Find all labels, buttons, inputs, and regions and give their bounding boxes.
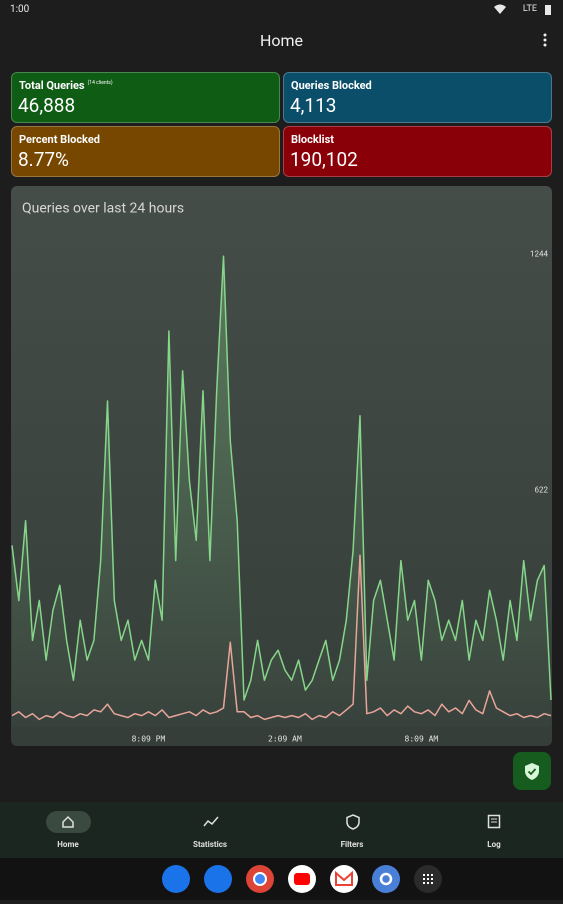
- card-label: Blocklist: [291, 133, 334, 146]
- status-network: LTE: [522, 4, 537, 14]
- system-dock: [0, 858, 563, 900]
- nav-label[interactable]: Home: [57, 840, 79, 849]
- series-line: [11, 554, 552, 721]
- card-label-text: Total Queries: [19, 79, 85, 92]
- x-tick-label: 2:09 AM: [268, 735, 302, 744]
- statistics-icon[interactable]: [203, 815, 219, 829]
- chart-card: Queries over last 24 hours 622 1244 8:09 P…: [11, 186, 552, 746]
- home-icon[interactable]: [61, 815, 75, 829]
- card-value: 46,888: [18, 94, 76, 117]
- nav-label[interactable]: Log: [487, 840, 501, 849]
- status-bar: 1:00 LTE: [0, 0, 563, 20]
- card-label: Total Queries (14 clients): [19, 79, 113, 92]
- settings-gear: [379, 872, 393, 886]
- card-total-queries[interactable]: Total Queries (14 clients) 46,888: [11, 72, 280, 123]
- chrome-center: [253, 872, 267, 886]
- chart: Queries over last 24 hours 622 1244 8:09 P…: [11, 201, 552, 744]
- nav-label[interactable]: Statistics: [193, 840, 227, 849]
- shield-icon: [525, 763, 539, 780]
- gmail-logo: [335, 870, 353, 886]
- status-time: 1:00: [10, 4, 30, 15]
- card-value: 8.77%: [18, 148, 69, 171]
- card-value: 4,113: [290, 94, 337, 117]
- battery-icon: [545, 5, 551, 15]
- nav-label[interactable]: Filters: [340, 840, 364, 849]
- y-tick-label: 1244: [530, 249, 548, 258]
- phone-app[interactable]: [162, 865, 190, 893]
- series-line: [11, 255, 552, 701]
- messages-app[interactable]: [204, 865, 232, 893]
- card-queries-blocked[interactable]: Queries Blocked 4,113: [283, 72, 552, 123]
- bottom-nav: Home Statistics Filters Log: [0, 802, 563, 858]
- wifi-icon: [494, 4, 506, 14]
- x-tick-label: 8:09 AM: [405, 735, 439, 744]
- card-label: Queries Blocked: [291, 79, 372, 92]
- filters-icon[interactable]: [346, 814, 360, 830]
- dock-icons: [162, 865, 442, 893]
- card-label: Percent Blocked: [19, 133, 100, 146]
- nav-active-indicator: [46, 811, 91, 833]
- series-area: [12, 256, 551, 727]
- log-icon[interactable]: [487, 814, 501, 829]
- app-drawer-dots: [423, 874, 433, 884]
- app-title: Home: [259, 31, 304, 50]
- card-percent-blocked[interactable]: Percent Blocked 8.77%: [11, 126, 280, 177]
- y-tick-label: 622: [535, 486, 549, 495]
- settings-app[interactable]: [372, 865, 400, 893]
- overflow-menu[interactable]: [543, 33, 547, 47]
- card-sublabel: (14 clients): [87, 80, 113, 87]
- card-value: 190,102: [290, 148, 358, 171]
- x-tick-label: 8:09 PM: [132, 735, 166, 744]
- fab-shield[interactable]: [513, 752, 551, 790]
- youtube-logo: [294, 873, 310, 885]
- chart-title: Queries over last 24 hours: [22, 201, 184, 217]
- card-blocklist[interactable]: Blocklist 190,102: [283, 126, 552, 177]
